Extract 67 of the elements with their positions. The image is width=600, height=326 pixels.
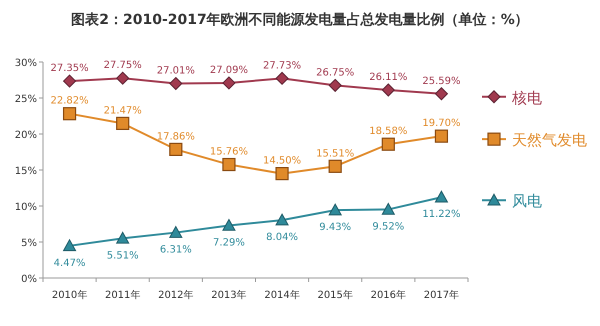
data-label: 27.01%	[156, 66, 195, 77]
x-tick-label: 2012年	[158, 289, 194, 301]
x-tick-label: 2015年	[317, 289, 353, 301]
x-tick-label: 2010年	[52, 289, 88, 301]
y-tick-label: 15%	[14, 166, 37, 177]
x-tick-label: 2011年	[104, 289, 140, 301]
data-label: 27.73%	[262, 60, 302, 72]
point	[222, 158, 236, 172]
point	[222, 76, 236, 90]
point	[276, 72, 289, 85]
data-label: 9.43%	[319, 222, 352, 234]
data-label: 7.29%	[213, 238, 245, 249]
data-label: 26.75%	[316, 67, 354, 78]
point	[434, 87, 448, 100]
point	[63, 74, 76, 88]
x-tick-label: 2013年	[211, 289, 247, 301]
point	[382, 202, 395, 215]
point	[276, 214, 289, 226]
data-label: 25.59%	[422, 76, 461, 87]
point	[434, 190, 448, 203]
title: 图表2：2010-2017年欧洲不同能源发电量占总发电量比例（单位：%）	[71, 12, 529, 28]
data-label: 19.70%	[422, 118, 461, 130]
data-label: 15.51%	[316, 148, 354, 160]
point	[62, 107, 76, 120]
data-label: 17.86%	[156, 131, 195, 142]
point	[328, 78, 342, 92]
data-label: 22.82%	[50, 96, 89, 107]
y-tick-label: 20%	[14, 130, 37, 141]
data-label: 27.75%	[104, 60, 142, 72]
point	[116, 72, 130, 85]
legend-label: 天然气发电	[512, 131, 587, 150]
x-tick-label: 2017年	[424, 289, 460, 301]
point	[169, 226, 182, 238]
data-label: 15.76%	[210, 146, 248, 158]
y-tick-label: 25%	[14, 94, 37, 105]
legend-label: 风电	[512, 192, 542, 210]
point	[382, 138, 395, 151]
data-label: 26.11%	[369, 72, 408, 84]
x-tick-label: 2014年	[264, 289, 300, 301]
point	[222, 219, 236, 231]
y-tick-label: 5%	[21, 238, 37, 249]
point	[116, 232, 130, 244]
data-label: 27.35%	[50, 63, 89, 74]
data-label: 27.09%	[210, 64, 248, 76]
point	[275, 167, 289, 180]
point	[382, 84, 395, 97]
legend-label: 核电	[511, 88, 542, 107]
point	[169, 142, 182, 156]
data-label: 4.47%	[54, 258, 86, 269]
data-label: 11.22%	[422, 209, 461, 220]
point	[328, 160, 342, 173]
data-label: 21.47%	[104, 105, 142, 116]
point	[169, 77, 182, 90]
data-label: 14.50%	[262, 156, 302, 167]
data-label: 18.58%	[369, 126, 408, 138]
y-tick-label: 0%	[21, 274, 37, 285]
y-tick-label: 30%	[14, 58, 37, 69]
data-label: 5.51%	[106, 250, 139, 262]
point	[328, 204, 342, 216]
y-tick-label: 10%	[14, 202, 37, 213]
point	[434, 130, 448, 143]
data-label: 6.31%	[160, 244, 192, 256]
x-tick-label: 2016年	[370, 289, 406, 301]
point	[63, 239, 76, 252]
point	[116, 116, 130, 130]
data-label: 8.04%	[266, 232, 298, 244]
data-label: 9.52%	[372, 221, 404, 232]
